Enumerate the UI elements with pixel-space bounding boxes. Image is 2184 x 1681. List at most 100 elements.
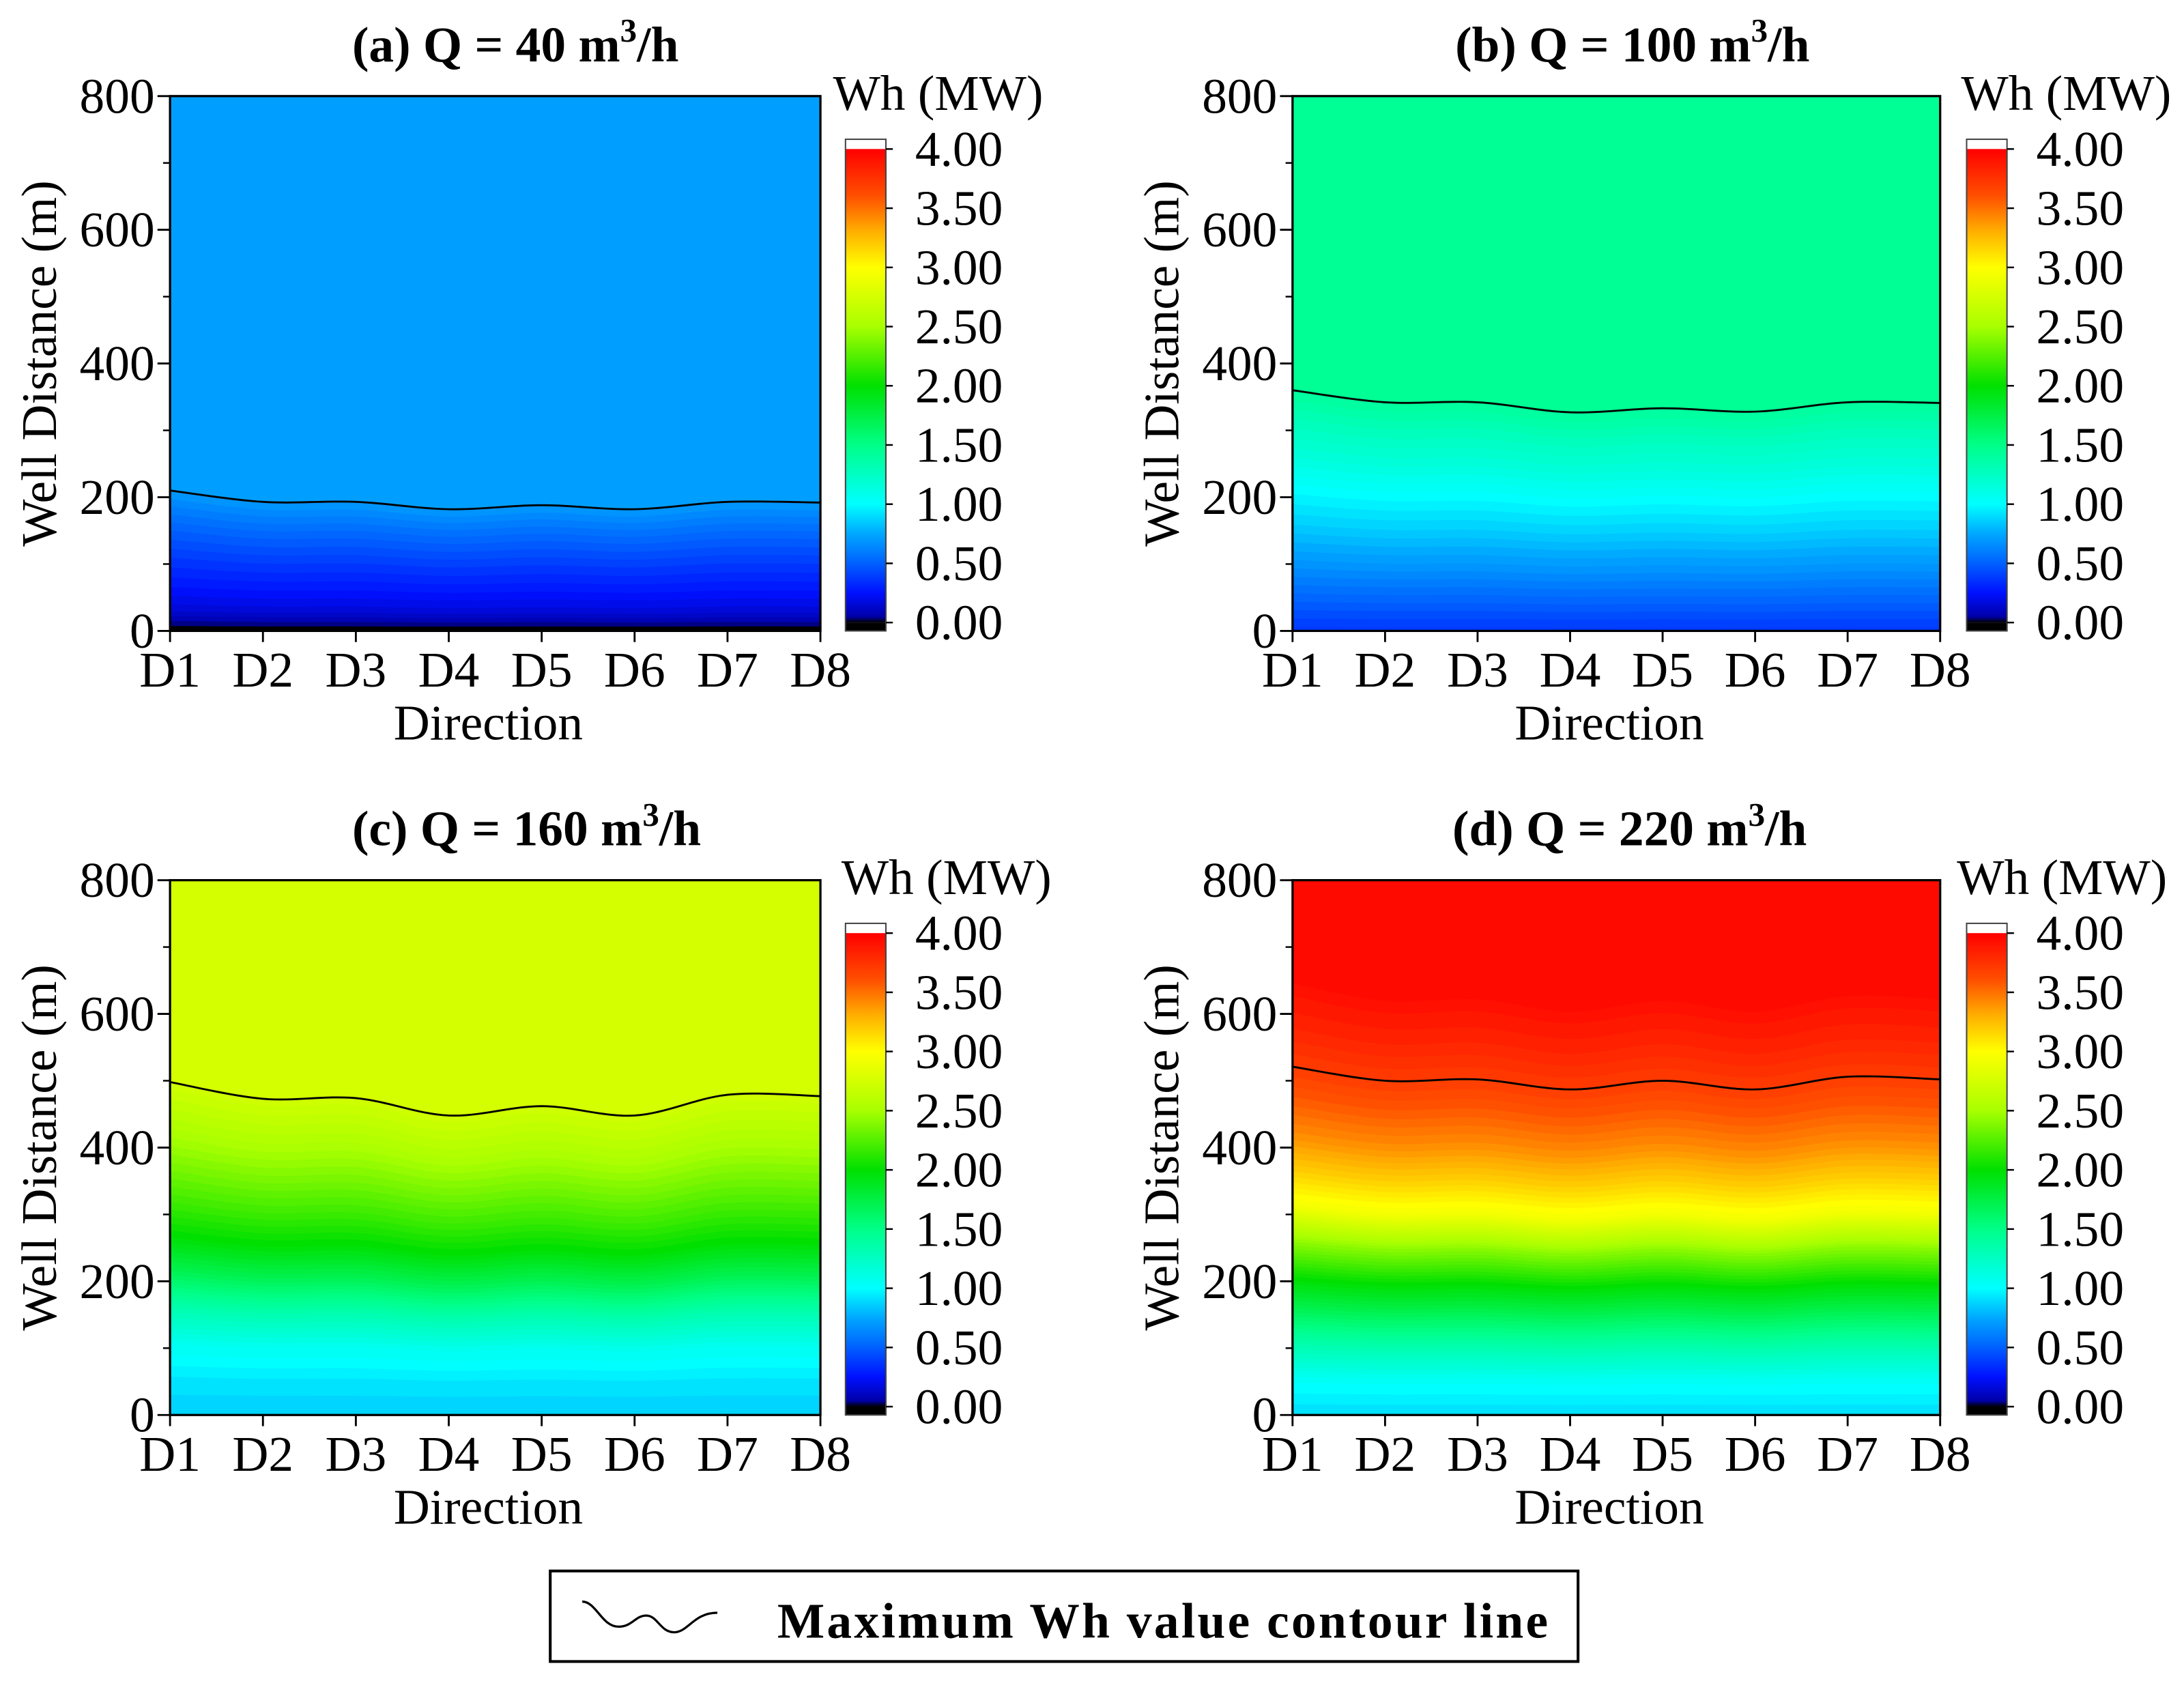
colorbar-under-cap [845, 622, 886, 631]
panel-title-end: /h [1764, 801, 1807, 857]
x-axis-label: Direction [1514, 1479, 1704, 1534]
colorbar-tick-label: 1.00 [915, 476, 1003, 532]
colorbar-tick-label: 2.50 [2037, 1083, 2125, 1138]
x-tick-label: D2 [1355, 1426, 1416, 1482]
y-tick-label: 600 [79, 986, 154, 1041]
colorbar-under-cap [1966, 1407, 2007, 1416]
colorbar-over-cap [1966, 923, 2007, 934]
y-tick-label: 0 [1252, 603, 1278, 659]
max-wh-contour-line [1292, 1065, 1940, 1091]
contour-band [170, 880, 821, 1116]
x-tick-label: D3 [1447, 1426, 1508, 1482]
colorbar-tick-label: 2.00 [2037, 1143, 2125, 1198]
y-axis-label: Well Distance (m) [12, 964, 67, 1331]
colorbar-tick-label: 0.00 [915, 595, 1003, 650]
panel-title-superscript: 3 [642, 796, 659, 833]
colorbar-tick-label: 2.00 [915, 358, 1003, 414]
contour-band [1292, 880, 1940, 1012]
panel-title-superscript: 3 [620, 12, 637, 49]
colorbar-tick-label: 3.50 [915, 964, 1003, 1020]
y-axis-label: Well Distance (m) [1134, 964, 1190, 1331]
colorbar-tick-label: 0.50 [2037, 536, 2125, 591]
colorbar-tick-label: 3.50 [915, 181, 1003, 236]
x-tick-label: D7 [697, 1426, 758, 1482]
legend: Maximum Wh value contour line [549, 1569, 1580, 1663]
x-axis-label: Direction [1514, 695, 1704, 751]
x-tick-label: D1 [139, 642, 201, 698]
panel-title-superscript: 3 [1751, 12, 1768, 49]
colorbar-tick-label: 3.00 [2037, 240, 2125, 295]
y-tick-label: 400 [1202, 336, 1277, 391]
contour-fill [170, 880, 821, 1416]
contour-band [1292, 96, 1940, 412]
y-tick-label: 600 [1202, 202, 1277, 257]
y-tick-label: 200 [79, 470, 154, 525]
colorbar-gradient [845, 933, 886, 1407]
y-axis-label: Well Distance (m) [1134, 180, 1190, 547]
panel-title-end: /h [1767, 17, 1809, 72]
colorbar-tick-label: 2.50 [915, 299, 1003, 354]
colorbar-under-cap [1966, 622, 2007, 631]
panel-title-end: /h [659, 801, 701, 857]
x-tick-label: D7 [1817, 642, 1878, 698]
x-axis-label: Direction [394, 1479, 583, 1534]
panel-title-main: (d) Q = 220 m [1452, 801, 1749, 857]
panel-c: 0 200 400 600 800 D1 D2 D3 D4 D5 D6 D7 D8 Direction We… [12, 796, 1052, 1534]
colorbar-tick-label: 3.50 [2037, 181, 2125, 236]
y-tick-label: 400 [79, 1120, 154, 1175]
colorbar-under-cap [845, 1407, 886, 1416]
colorbar-tick-label: 2.00 [915, 1143, 1003, 1198]
colorbar-tick-label: 1.50 [915, 1201, 1003, 1256]
colorbar-tick-label: 3.00 [915, 1024, 1003, 1079]
colorbar-title: Wh (MW) [842, 850, 1052, 905]
colorbar-over-cap [1966, 139, 2007, 149]
x-tick-label: D4 [1540, 642, 1601, 698]
x-tick-label: D2 [232, 642, 293, 698]
colorbar-tick-label: 4.00 [915, 121, 1003, 177]
colorbar-over-cap [845, 139, 886, 149]
contour-fill [1292, 96, 1940, 631]
panel-b: 0 200 400 600 800 D1 D2 D3 D4 D5 D6 D7 D8 Direction We… [1134, 12, 2172, 750]
colorbar-tick-label: 0.50 [2037, 1320, 2125, 1375]
colorbar-tick-label: 4.00 [2037, 121, 2125, 177]
x-tick-label: D5 [511, 1426, 573, 1482]
colorbar-tick-label: 0.00 [915, 1379, 1003, 1434]
colorbar-gradient [845, 149, 886, 623]
x-tick-label: D7 [697, 642, 758, 698]
colorbar-tick-label: 1.50 [2037, 417, 2125, 472]
colorbar-tick-label: 0.00 [2037, 1379, 2125, 1434]
colorbar-tick-label: 1.50 [915, 417, 1003, 472]
colorbar-tick-label: 0.50 [915, 1320, 1003, 1375]
panel-title: (d) Q = 220 m3/h [1452, 796, 1807, 857]
x-tick-label: D1 [1262, 1426, 1323, 1482]
panel-title-end: /h [636, 17, 678, 72]
y-tick-label: 600 [1202, 986, 1277, 1041]
y-tick-label: 0 [130, 603, 155, 659]
y-tick-label: 400 [79, 336, 154, 391]
panel-d: 0 200 400 600 800 D1 D2 D3 D4 D5 D6 D7 D8 Direction We… [1134, 796, 2168, 1534]
x-tick-label: D4 [1540, 1426, 1601, 1482]
y-tick-label: 400 [1202, 1120, 1277, 1175]
max-wh-contour-line [169, 489, 821, 511]
x-tick-label: D7 [1817, 1426, 1878, 1482]
y-tick-label: 0 [130, 1388, 155, 1443]
y-tick-label: 200 [79, 1254, 154, 1309]
legend-label: Maximum Wh value contour line [777, 1594, 1551, 1649]
panel-a: 0 200 400 600 800 D1 D2 D3 D4 D5 D6 D7 D8 Direction We… [12, 12, 1044, 750]
x-tick-label: D8 [790, 642, 851, 698]
colorbar-tick-label: 2.50 [2037, 299, 2125, 354]
y-tick-label: 800 [1202, 852, 1277, 908]
panel-title: (c) Q = 160 m3/h [352, 796, 701, 857]
colorbar-tick-label: 1.50 [2037, 1201, 2125, 1256]
y-tick-label: 200 [1202, 1254, 1277, 1309]
x-tick-label: D4 [418, 642, 480, 698]
contour-band [170, 96, 821, 511]
colorbar-title: Wh (MW) [1957, 850, 2167, 905]
colorbar-tick-label: 1.00 [915, 1261, 1003, 1316]
y-tick-label: 800 [1202, 68, 1277, 124]
colorbar-tick-label: 2.50 [915, 1083, 1003, 1138]
colorbar-gradient [1966, 933, 2007, 1407]
x-tick-label: D6 [604, 1426, 665, 1482]
panel-title-main: (b) Q = 100 m [1455, 17, 1751, 72]
contour-fill [170, 96, 821, 631]
